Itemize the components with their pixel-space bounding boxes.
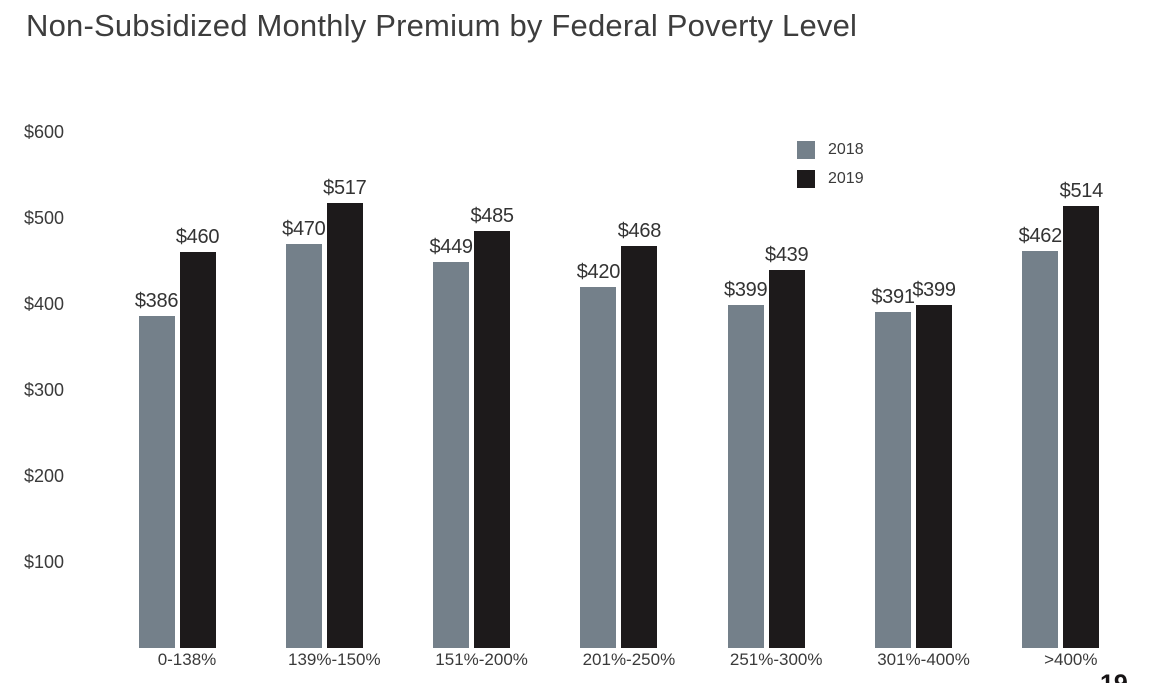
legend-entry-2019: 2019 — [797, 170, 864, 188]
bar-2019-139%-150% — [326, 203, 363, 648]
chart-legend: 2018 2019 — [797, 141, 864, 188]
y-axis-tick-label: $600 — [24, 122, 65, 142]
bar-value-label: $386 — [134, 290, 179, 313]
bar-2018-201%-250% — [580, 286, 617, 648]
x-axis-category-label: 301%-400% — [877, 650, 970, 669]
bar-value-label: $485 — [470, 204, 514, 227]
y-axis-tick-label: $200 — [24, 466, 65, 486]
bar-2018-139%-150% — [285, 243, 322, 648]
bar-value-label: $517 — [323, 177, 367, 200]
x-axis-category-label: 139%-150% — [287, 650, 381, 669]
y-axis-tick-label: $300 — [24, 380, 65, 400]
bar-2018-0-138% — [138, 316, 175, 648]
bar-2018-151%-200% — [433, 261, 470, 648]
chart-title: Non-Subsidized Monthly Premium by Federa… — [26, 8, 858, 43]
x-axis-category-label: 251%-300% — [729, 650, 823, 669]
bar-2019-151%-200% — [474, 230, 511, 648]
x-axis-category-label: 201%-250% — [582, 650, 676, 669]
bar-2018-251%-300% — [727, 304, 764, 648]
bar-value-label: $514 — [1059, 179, 1104, 202]
bar-2018->400% — [1022, 250, 1059, 648]
bar-value-label: $399 — [724, 278, 768, 301]
y-axis-tick-label: $500 — [24, 208, 65, 228]
bar-2018-301%-400% — [875, 311, 911, 648]
x-axis-category-label: >400% — [1044, 650, 1098, 669]
legend-label: 2018 — [828, 141, 864, 158]
bar-2019-301%-400% — [916, 304, 952, 648]
page-number: 19 — [1100, 670, 1144, 683]
x-axis-category-label: 151%-200% — [435, 650, 528, 669]
bar-value-label: $399 — [912, 278, 956, 301]
bar-2019-251%-300% — [768, 270, 805, 648]
y-axis-tick-label: $400 — [24, 294, 65, 314]
bar-value-label: $391 — [871, 285, 915, 308]
legend-label: 2019 — [828, 170, 864, 187]
bar-2019->400% — [1063, 205, 1100, 648]
bar-value-label: $460 — [175, 226, 220, 249]
bar-value-label: $462 — [1018, 224, 1063, 247]
bar-value-label: $449 — [429, 235, 473, 258]
bar-2019-0-138% — [179, 252, 216, 648]
legend-swatch-icon — [797, 170, 815, 188]
legend-swatch-icon — [797, 141, 815, 159]
bar-value-label: $439 — [765, 244, 809, 267]
y-axis-tick-label: $100 — [24, 552, 65, 572]
bar-2019-201%-250% — [621, 245, 658, 648]
legend-entry-2018: 2018 — [797, 141, 864, 159]
bar-value-label: $468 — [617, 219, 662, 242]
bar-value-label: $420 — [576, 260, 621, 283]
bar-value-label: $470 — [282, 217, 326, 240]
x-axis-category-label: 0-138% — [157, 650, 217, 669]
